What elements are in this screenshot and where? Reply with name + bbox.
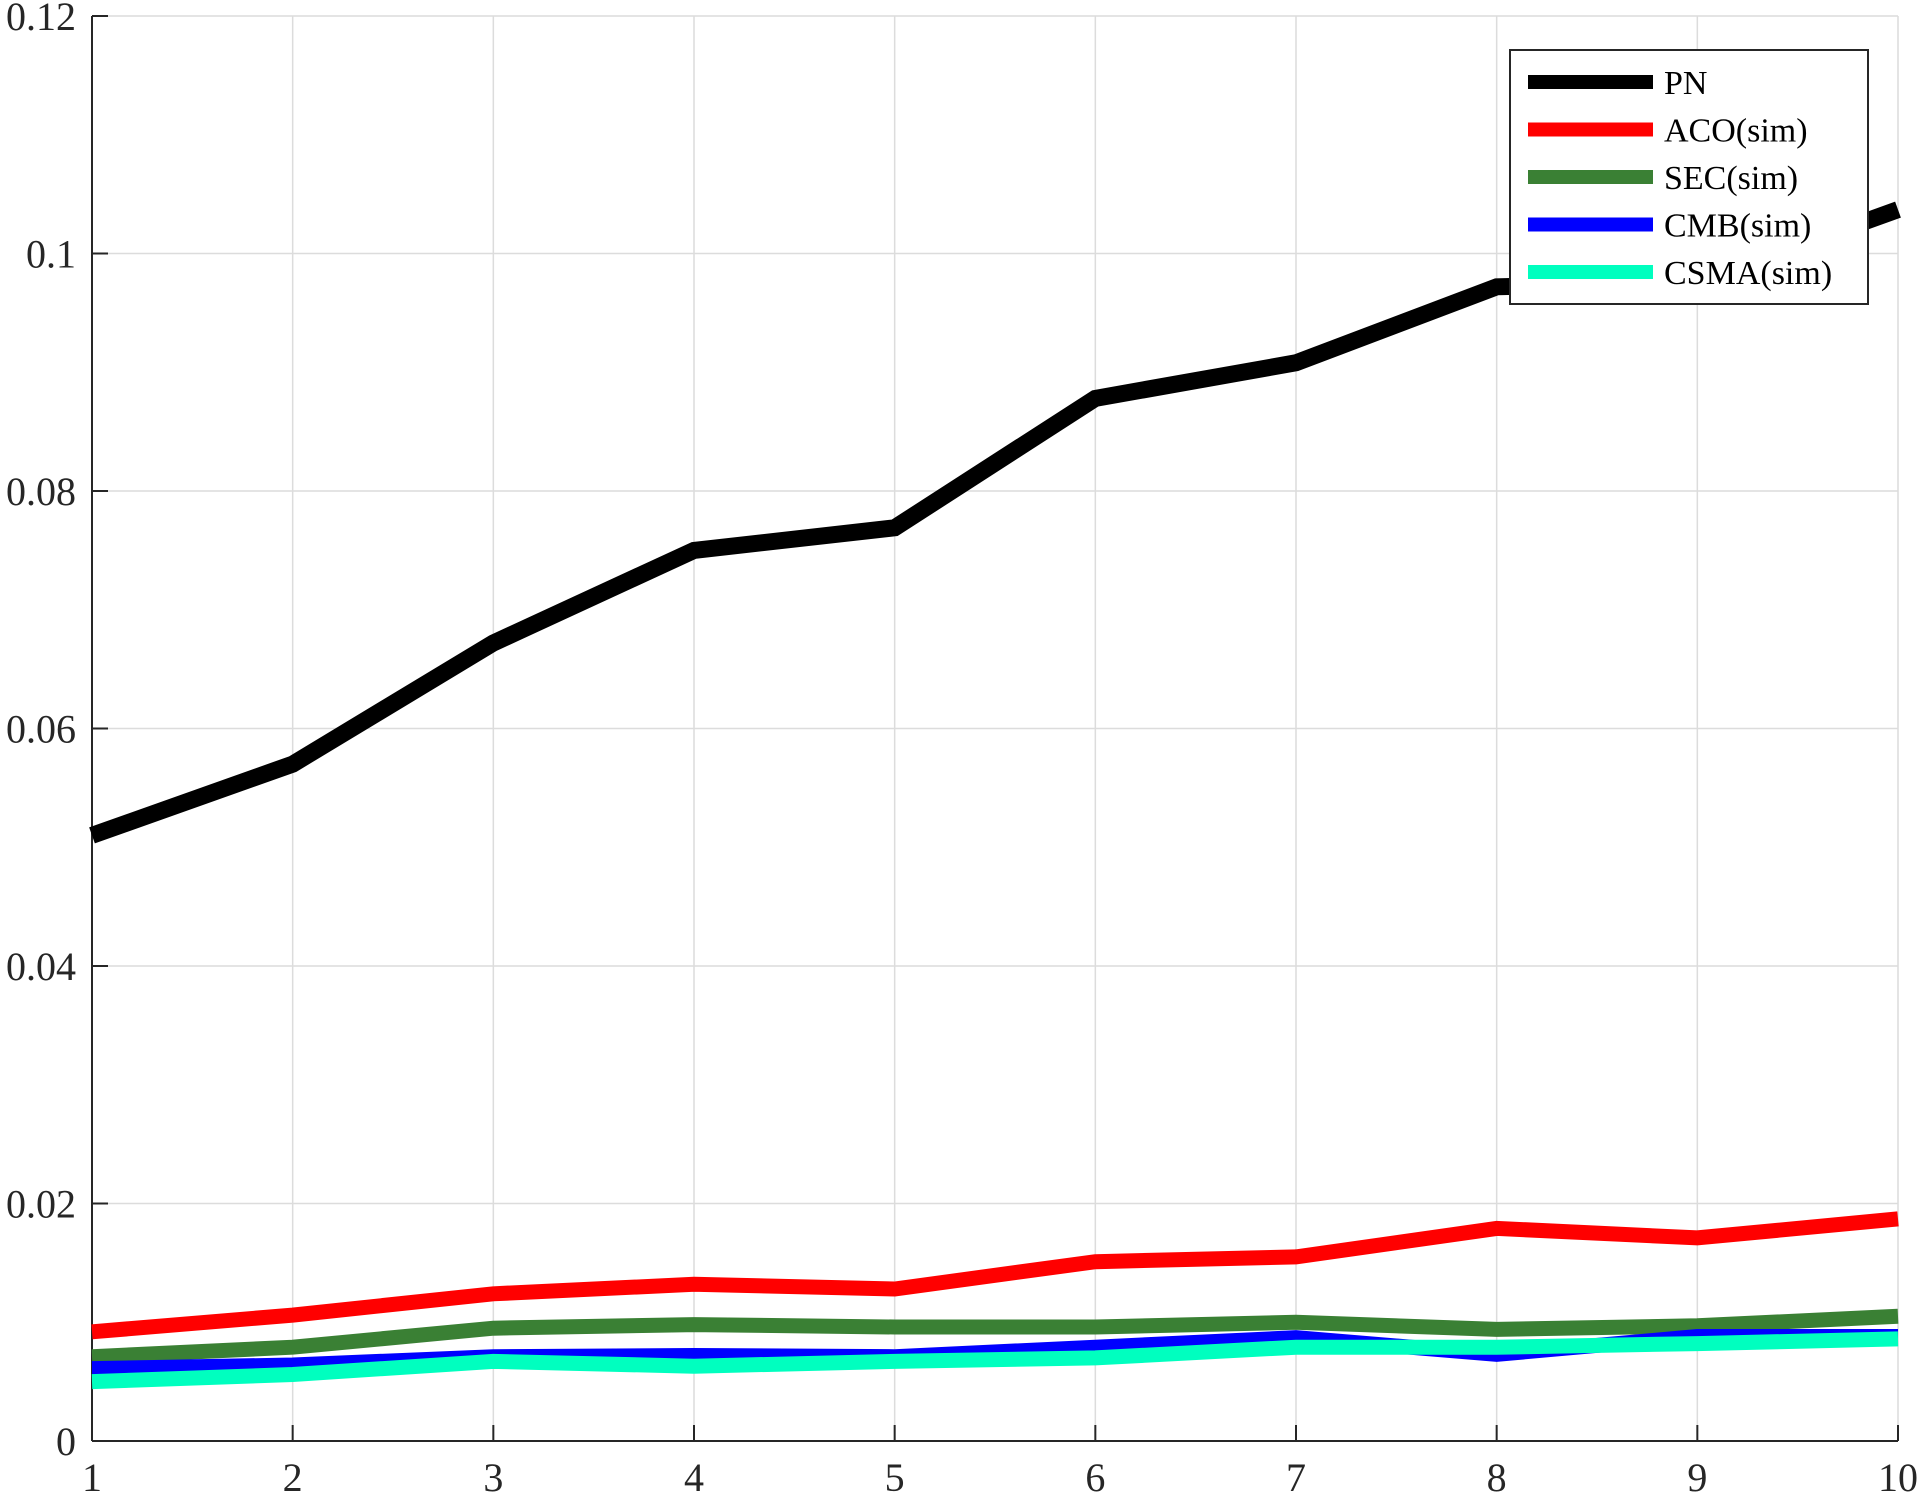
y-tick-label: 0.08: [6, 469, 76, 514]
y-tick-label: 0.04: [6, 944, 76, 989]
x-tick-label: 5: [885, 1455, 905, 1500]
series-line-aco-sim: [91, 1211, 1899, 1340]
legend-label: SEC(sim): [1664, 160, 1798, 197]
series-line-csma-sim: [91, 1331, 1899, 1390]
x-tick-label: 1: [82, 1455, 102, 1500]
y-tick-label: 0.02: [6, 1182, 76, 1227]
x-tick-label: 4: [684, 1455, 704, 1500]
x-tick-label: 10: [1878, 1455, 1918, 1500]
tick-labels: 1 2 3 4 5 6 7 8 9 10 0 0.02 0.04 0.06 0.08 0.1 0.12: [6, 0, 1918, 1500]
y-tick-label: 0: [56, 1419, 76, 1464]
y-tick-label: 0.06: [6, 707, 76, 752]
x-tick-label: 8: [1487, 1455, 1507, 1500]
legend-label: CSMA(sim): [1664, 255, 1832, 292]
x-tick-label: 2: [283, 1455, 303, 1500]
series-line-sec-sim: [91, 1308, 1899, 1365]
x-tick-label: 6: [1085, 1455, 1105, 1500]
legend-label: ACO(sim): [1664, 113, 1808, 150]
y-tick-label: 0.12: [6, 0, 76, 39]
x-tick-label: 9: [1687, 1455, 1707, 1500]
legend-label: CMB(sim): [1664, 208, 1811, 245]
y-tick-label: 0.1: [26, 232, 76, 277]
legend-label: PN: [1664, 65, 1707, 102]
axes: [91, 15, 1899, 1442]
x-tick-label: 3: [483, 1455, 503, 1500]
legend: PN ACO(sim) SEC(sim) CMB(sim) CSMA(sim): [1509, 49, 1869, 305]
x-tick-label: 7: [1286, 1455, 1306, 1500]
